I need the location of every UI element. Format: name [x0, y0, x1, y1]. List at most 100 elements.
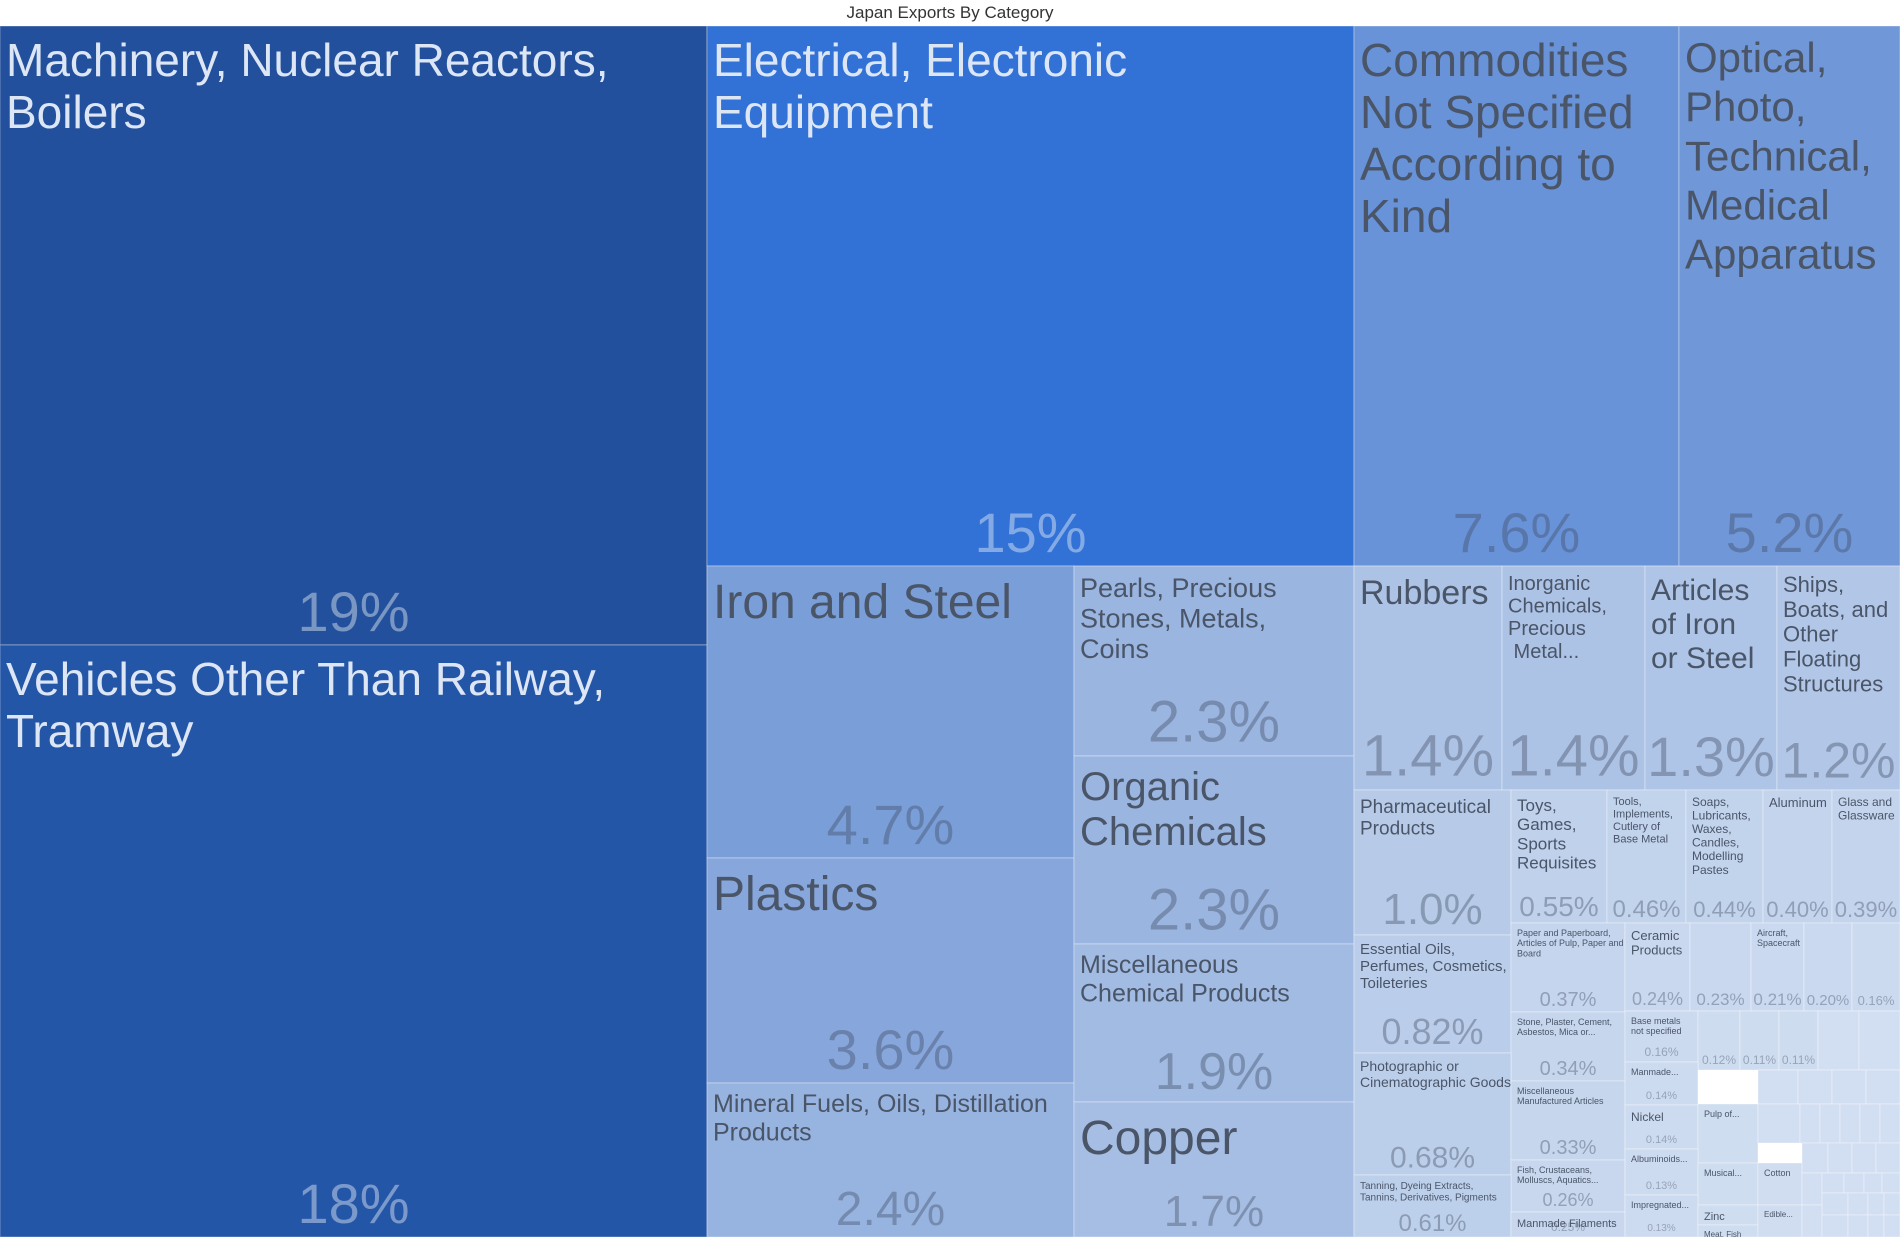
treemap-small-tile[interactable]	[1799, 1103, 1821, 1144]
treemap-cell[interactable]: Miscellaneous Chemical Products 1.9%	[1073, 943, 1355, 1103]
cell-label: Articles of Iron or Steel	[1651, 574, 1754, 675]
cell-value: 0.37%	[1540, 989, 1597, 1011]
treemap-small-tile[interactable]	[1875, 1142, 1900, 1174]
treemap-small-tile[interactable]	[1867, 1214, 1885, 1237]
treemap-cell[interactable]: Cotton	[1757, 1162, 1803, 1206]
treemap-cell[interactable]: Vehicles Other Than Railway, Tramway 18%	[0, 644, 708, 1237]
treemap-small-tile[interactable]	[1867, 1192, 1885, 1216]
treemap-small-tile[interactable]	[1879, 1103, 1900, 1144]
treemap-small-tile[interactable]	[1831, 1069, 1867, 1105]
treemap-cell[interactable]: 0.16%	[1851, 922, 1900, 1012]
treemap-small-tile[interactable]	[1847, 1192, 1869, 1216]
treemap-cell[interactable]: Albuminoids... 0.13%	[1624, 1148, 1699, 1196]
treemap-cell[interactable]: Paper and Paperboard, Articles of Pulp, P…	[1510, 922, 1626, 1013]
treemap-small-tile[interactable]	[1821, 1214, 1849, 1237]
treemap-small-tile[interactable]	[1858, 1010, 1900, 1071]
treemap-cell[interactable]: Inorganic Chemicals, Precious Metal... 1.4%	[1501, 565, 1646, 791]
treemap-cell[interactable]: Aircraft, Spacecraft 0.21%	[1750, 922, 1805, 1012]
treemap-cell-rect	[1778, 1010, 1819, 1071]
treemap-small-tile[interactable]	[1881, 1172, 1900, 1194]
treemap-cell-rect	[706, 565, 1075, 859]
treemap-small-tile[interactable]	[1843, 1172, 1865, 1194]
treemap-cell[interactable]: Soaps, Lubricants, Waxes, Candles, Modelling…	[1685, 789, 1764, 924]
treemap-cell[interactable]: Stone, Plaster, Cement, Asbestos, Mica or…	[1510, 1011, 1626, 1082]
treemap-cell[interactable]: Iron and Steel 4.7%	[706, 565, 1075, 859]
treemap-cell[interactable]: Machinery, Nuclear Reactors, Boilers 19%	[0, 26, 708, 646]
treemap-cell[interactable]: 0.12%	[1697, 1010, 1741, 1071]
treemap-small-tile[interactable]	[1819, 1103, 1841, 1144]
treemap-cell[interactable]: Pearls, Precious Stones, Metals, Coins 2.3%	[1073, 565, 1355, 757]
treemap-cell[interactable]: 0.11%	[1778, 1010, 1819, 1071]
treemap-cell-rect	[1750, 922, 1805, 1012]
treemap-cell-rect	[1510, 1159, 1626, 1213]
treemap-cell[interactable]: 0.23%	[1689, 922, 1752, 1012]
treemap-small-tile[interactable]	[1865, 1069, 1900, 1105]
treemap-cell[interactable]: Articles of Iron or Steel 1.3%	[1644, 565, 1778, 791]
treemap-cell[interactable]: Mineral Fuels, Oils, Distillation Product…	[706, 1082, 1075, 1237]
treemap-cell-rect	[1644, 565, 1778, 791]
treemap-cell[interactable]: Base metals not specified 0.16%	[1624, 1010, 1699, 1063]
treemap-small-tile[interactable]	[1801, 1172, 1823, 1206]
treemap-small-tile[interactable]	[1817, 1010, 1860, 1071]
treemap-cell[interactable]: Toys, Games, Sports Requisites 0.55%	[1510, 789, 1608, 924]
treemap-cell[interactable]: Copper 1.7%	[1073, 1101, 1355, 1237]
cell-value: 3.6%	[827, 1018, 955, 1081]
treemap-cell[interactable]: 0.20%	[1803, 922, 1853, 1012]
treemap-small-tile[interactable]	[1757, 1103, 1801, 1144]
treemap-cell-rect	[1073, 565, 1355, 757]
treemap-cell[interactable]: Aluminum 0.40%	[1762, 789, 1833, 924]
treemap-cell[interactable]: Ceramic Products 0.24%	[1624, 922, 1691, 1012]
treemap-cell[interactable]: Pharmaceutical Products 1.0%	[1353, 789, 1512, 936]
treemap-cell[interactable]: Electrical, Electronic Equipment 15%	[706, 26, 1355, 567]
treemap-small-tile[interactable]	[1883, 1214, 1900, 1237]
treemap-cell[interactable]: Tanning, Dyeing Extracts, Tannins, Deriva…	[1353, 1174, 1512, 1237]
cell-value: 18%	[297, 1172, 409, 1235]
treemap-cell[interactable]: Pulp of...	[1697, 1103, 1759, 1164]
treemap-small-tile[interactable]	[1821, 1172, 1845, 1194]
treemap-small-tile[interactable]	[1827, 1142, 1853, 1174]
treemap-small-tile[interactable]	[1847, 1214, 1869, 1237]
treemap-cell[interactable]: Rubbers 1.4%	[1353, 565, 1503, 791]
treemap-small-tile[interactable]	[1821, 1192, 1849, 1216]
treemap-small-tile[interactable]	[1757, 1069, 1799, 1105]
treemap-cell[interactable]: Zinc	[1697, 1204, 1759, 1226]
treemap-cell[interactable]: Miscellaneous Manufactured Articles 0.33%	[1510, 1080, 1626, 1161]
treemap-cell[interactable]: Ships, Boats, and Other Floating Structures 1…	[1776, 565, 1900, 791]
treemap-cell[interactable]: Manmade... 0.14%	[1624, 1061, 1699, 1106]
treemap-cell[interactable]: Fish, Crustaceans, Molluscs, Aquatics... 0…	[1510, 1159, 1626, 1213]
treemap-cell[interactable]: 0.11%	[1739, 1010, 1780, 1071]
cell-value: 15%	[974, 501, 1086, 564]
treemap-small-tile[interactable]	[1883, 1192, 1900, 1216]
treemap-cell[interactable]: Glass and Glassware 0.39%	[1831, 789, 1900, 924]
treemap-small-tile[interactable]	[1863, 1172, 1883, 1194]
cell-value: 2.3%	[1148, 690, 1280, 755]
cell-label: Pulp of...	[1704, 1109, 1740, 1119]
treemap-cell[interactable]: Nickel 0.14%	[1624, 1104, 1699, 1150]
treemap-cell[interactable]: Optical, Photo, Technical, Medical Apparatus…	[1678, 26, 1900, 567]
treemap-cell[interactable]: Photographic or Cinematographic Goods 0.68…	[1353, 1052, 1512, 1176]
treemap-small-tile[interactable]	[1801, 1204, 1823, 1237]
treemap-cell[interactable]: Essential Oils, Perfumes, Cosmetics, Toile…	[1353, 934, 1512, 1054]
cell-label: Inorganic Chemicals, Precious Metal...	[1508, 573, 1607, 663]
treemap-cell-rect	[1353, 565, 1503, 791]
cell-value: 1.4%	[1507, 724, 1639, 789]
cell-value: 1.4%	[1362, 724, 1494, 789]
treemap-cell[interactable]: Plastics 3.6%	[706, 857, 1075, 1084]
treemap-cell[interactable]: Tools, Implements, Cutlery of Base Metal 0.4…	[1606, 789, 1687, 924]
treemap-small-tile[interactable]	[1801, 1142, 1829, 1174]
treemap-cell[interactable]: Meat, Fishand...	[1697, 1224, 1759, 1237]
treemap-cell[interactable]: Musical...	[1697, 1162, 1759, 1206]
treemap-small-tile[interactable]	[1839, 1103, 1861, 1144]
cell-label: Manmade Filaments	[1517, 1218, 1617, 1230]
treemap-small-tile[interactable]	[1797, 1069, 1833, 1105]
treemap-cell[interactable]: Commodities Not Specified According to Kind…	[1353, 26, 1680, 567]
treemap-cell[interactable]: Organic Chemicals 2.3%	[1073, 755, 1355, 945]
treemap-cell[interactable]: Edible...	[1757, 1204, 1803, 1237]
cell-value: 0.46%	[1612, 896, 1680, 923]
treemap-small-tile[interactable]	[1859, 1103, 1881, 1144]
treemap-cell-rect	[1624, 1194, 1699, 1237]
cell-value: 19%	[297, 580, 409, 643]
treemap-cell[interactable]: Impregnated... 0.13%	[1624, 1194, 1699, 1237]
treemap-small-tile[interactable]	[1851, 1142, 1877, 1174]
